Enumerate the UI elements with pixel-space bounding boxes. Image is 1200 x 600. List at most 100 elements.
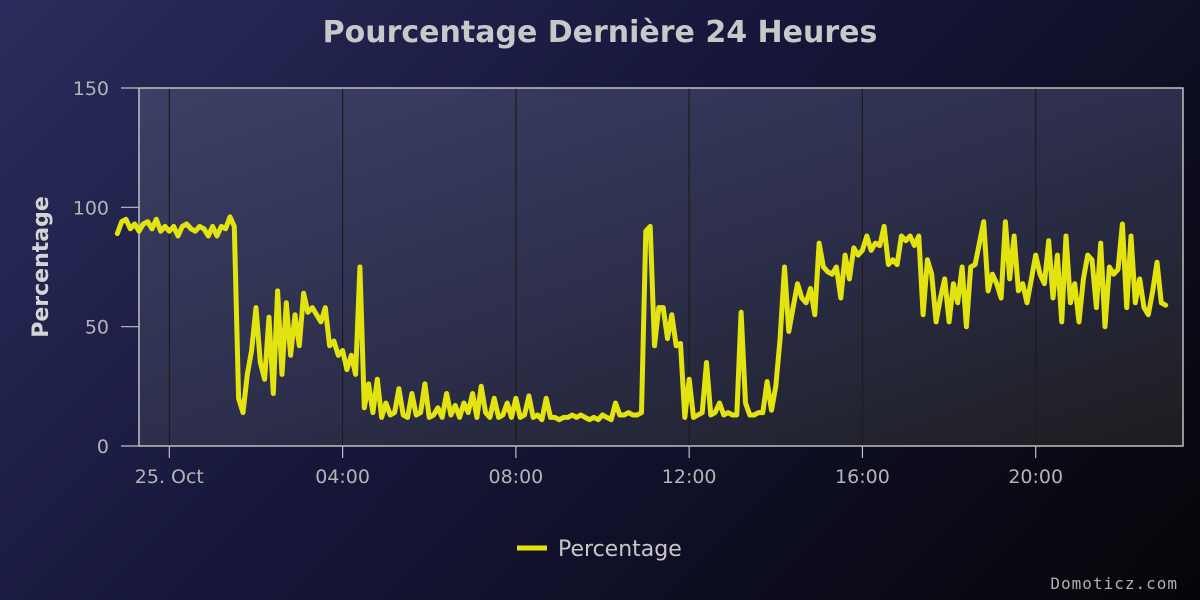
data-point[interactable]: [580, 414, 582, 416]
data-point[interactable]: [281, 373, 283, 375]
data-point[interactable]: [229, 216, 231, 218]
data-point[interactable]: [935, 321, 937, 323]
data-point[interactable]: [402, 414, 404, 416]
data-point[interactable]: [978, 242, 980, 244]
data-point[interactable]: [926, 259, 928, 261]
data-point[interactable]: [220, 225, 222, 227]
data-point[interactable]: [250, 349, 252, 351]
data-point[interactable]: [350, 354, 352, 356]
data-point[interactable]: [909, 235, 911, 237]
data-point[interactable]: [983, 221, 985, 223]
data-point[interactable]: [918, 235, 920, 237]
data-point[interactable]: [545, 397, 547, 399]
data-point[interactable]: [1134, 302, 1136, 304]
data-point[interactable]: [853, 247, 855, 249]
data-point[interactable]: [805, 302, 807, 304]
data-point[interactable]: [961, 266, 963, 268]
data-point[interactable]: [835, 266, 837, 268]
data-point[interactable]: [393, 411, 395, 413]
data-point[interactable]: [177, 235, 179, 237]
data-point[interactable]: [1013, 235, 1015, 237]
data-point[interactable]: [186, 223, 188, 225]
data-point[interactable]: [952, 283, 954, 285]
data-point[interactable]: [801, 297, 803, 299]
data-point[interactable]: [155, 218, 157, 220]
data-point[interactable]: [315, 314, 317, 316]
data-point[interactable]: [510, 416, 512, 418]
data-point[interactable]: [1156, 261, 1158, 263]
data-point[interactable]: [415, 414, 417, 416]
data-point[interactable]: [419, 411, 421, 413]
data-point[interactable]: [675, 345, 677, 347]
data-point[interactable]: [879, 244, 881, 246]
data-point[interactable]: [1074, 283, 1076, 285]
data-point[interactable]: [121, 221, 123, 223]
data-point[interactable]: [467, 411, 469, 413]
data-point[interactable]: [437, 407, 439, 409]
data-point[interactable]: [1165, 304, 1167, 306]
data-point[interactable]: [207, 235, 209, 237]
data-point[interactable]: [827, 271, 829, 273]
data-point[interactable]: [1061, 321, 1063, 323]
data-point[interactable]: [887, 263, 889, 265]
data-point[interactable]: [857, 254, 859, 256]
data-point[interactable]: [697, 414, 699, 416]
data-point[interactable]: [506, 402, 508, 404]
data-point[interactable]: [1121, 223, 1123, 225]
data-point[interactable]: [649, 225, 651, 227]
data-point[interactable]: [324, 306, 326, 308]
data-point[interactable]: [493, 397, 495, 399]
data-point[interactable]: [783, 266, 785, 268]
data-point[interactable]: [1108, 266, 1110, 268]
data-point[interactable]: [536, 414, 538, 416]
data-point[interactable]: [376, 378, 378, 380]
data-point[interactable]: [567, 416, 569, 418]
data-point[interactable]: [190, 228, 192, 230]
data-point[interactable]: [619, 414, 621, 416]
data-point[interactable]: [601, 414, 603, 416]
data-point[interactable]: [489, 416, 491, 418]
data-point[interactable]: [454, 404, 456, 406]
data-point[interactable]: [636, 414, 638, 416]
data-point[interactable]: [736, 414, 738, 416]
data-point[interactable]: [484, 411, 486, 413]
data-point[interactable]: [1147, 314, 1149, 316]
data-point[interactable]: [441, 416, 443, 418]
data-point[interactable]: [957, 302, 959, 304]
data-point[interactable]: [883, 225, 885, 227]
data-point[interactable]: [307, 311, 309, 313]
data-point[interactable]: [541, 419, 543, 421]
data-point[interactable]: [1048, 240, 1050, 242]
data-point[interactable]: [705, 361, 707, 363]
data-point[interactable]: [874, 242, 876, 244]
data-point[interactable]: [198, 225, 200, 227]
data-point[interactable]: [294, 314, 296, 316]
data-point[interactable]: [718, 402, 720, 404]
data-point[interactable]: [996, 283, 998, 285]
data-point[interactable]: [905, 240, 907, 242]
data-point[interactable]: [125, 218, 127, 220]
data-point[interactable]: [1039, 273, 1041, 275]
data-point[interactable]: [614, 402, 616, 404]
data-point[interactable]: [896, 263, 898, 265]
data-point[interactable]: [372, 411, 374, 413]
data-point[interactable]: [1087, 254, 1089, 256]
data-point[interactable]: [424, 383, 426, 385]
data-point[interactable]: [311, 306, 313, 308]
data-point[interactable]: [571, 414, 573, 416]
data-point[interactable]: [168, 230, 170, 232]
data-point[interactable]: [129, 228, 131, 230]
data-point[interactable]: [779, 337, 781, 339]
data-point[interactable]: [1143, 306, 1145, 308]
data-point[interactable]: [211, 225, 213, 227]
data-point[interactable]: [502, 414, 504, 416]
data-point[interactable]: [1056, 254, 1058, 256]
data-point[interactable]: [1160, 302, 1162, 304]
data-point[interactable]: [398, 388, 400, 390]
data-point[interactable]: [285, 302, 287, 304]
data-point[interactable]: [1043, 283, 1045, 285]
data-point[interactable]: [991, 273, 993, 275]
data-point[interactable]: [233, 225, 235, 227]
data-point[interactable]: [688, 378, 690, 380]
data-point[interactable]: [1026, 302, 1028, 304]
